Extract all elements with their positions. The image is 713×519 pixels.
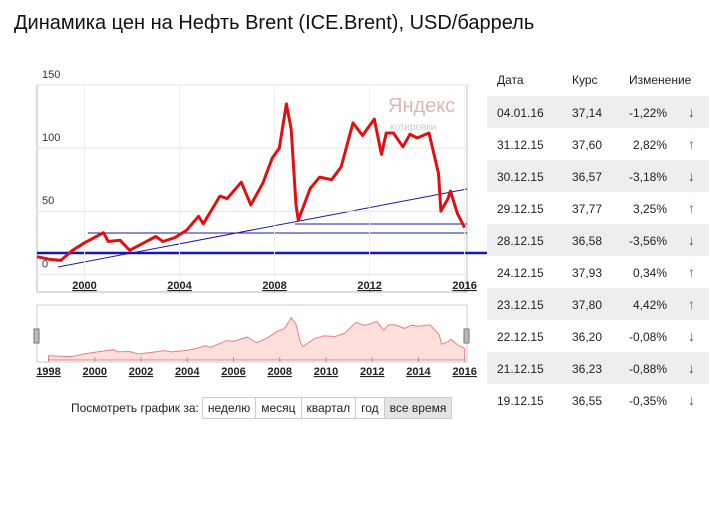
table-row: 24.12.15 37,93 0,34% ↑ <box>487 256 709 288</box>
period-controls: Посмотреть график за: неделю месяц квартал г… <box>71 397 453 419</box>
watermark-sub: котировки <box>390 122 436 133</box>
change-cell: -3,56% <box>628 234 667 248</box>
nav-tick-label: 2000 <box>83 366 107 378</box>
period-button[interactable]: год <box>355 397 385 419</box>
arrow-cell: ↑ <box>688 296 695 312</box>
table-row: 19.12.15 36,55 -0,35% ↓ <box>487 384 709 416</box>
rate-cell: 37,80 <box>572 298 603 312</box>
rate-cell: 37,77 <box>572 202 603 216</box>
date-cell: 22.12.15 <box>497 330 544 344</box>
column-header: Изменение <box>629 73 692 87</box>
change-cell: -1,22% <box>628 106 667 120</box>
arrow-cell: ↓ <box>688 232 695 248</box>
watermark: Яндекс <box>388 95 455 117</box>
x-tick-label: 2012 <box>357 280 381 292</box>
date-cell: 30.12.15 <box>497 170 544 184</box>
period-button[interactable]: квартал <box>300 397 357 419</box>
arrow-cell: ↑ <box>688 200 695 216</box>
nav-tick-label: 2004 <box>175 366 200 378</box>
arrow-cell: ↓ <box>688 360 695 376</box>
trend-lines <box>37 188 495 268</box>
change-cell: -0,08% <box>628 330 667 344</box>
period-button[interactable]: месяц <box>255 397 302 419</box>
table-row: 21.12.15 36,23 -0,88% ↓ <box>487 352 709 384</box>
table-row: 31.12.15 37,60 2,82% ↑ <box>487 128 709 160</box>
date-cell: 19.12.15 <box>497 394 544 408</box>
change-cell: -0,88% <box>628 362 667 376</box>
arrow-cell: ↓ <box>688 168 695 184</box>
date-cell: 31.12.15 <box>497 138 544 152</box>
arrow-cell: ↑ <box>688 264 695 280</box>
rate-cell: 36,55 <box>572 394 603 408</box>
x-tick-label: 2000 <box>72 280 96 292</box>
trend-line <box>57 188 468 268</box>
y-tick-label: 50 <box>42 195 54 207</box>
nav-tick-label: 2008 <box>267 366 291 378</box>
navigator-area <box>48 316 466 361</box>
nav-tick-label: 2014 <box>406 366 431 378</box>
y-tick-label: 0 <box>42 258 48 270</box>
quotes-table: Дата Курс Изменение 04.01.16 37,14 -1,22% ↓ 31.… <box>487 64 709 416</box>
period-button[interactable]: все время <box>383 397 453 419</box>
date-cell: 29.12.15 <box>497 202 544 216</box>
column-header: Дата <box>497 73 524 87</box>
change-cell: 0,34% <box>632 266 667 280</box>
navigator-handle[interactable] <box>33 328 40 344</box>
nav-tick-label: 1998 <box>36 366 60 378</box>
arrow-cell: ↓ <box>688 392 695 408</box>
x-tick-label: 2004 <box>167 280 192 292</box>
nav-tick-label: 2006 <box>221 366 245 378</box>
navigator-handle[interactable] <box>463 328 470 344</box>
rate-cell: 36,58 <box>572 234 603 248</box>
nav-tick-label: 2012 <box>360 366 384 378</box>
nav-tick-label: 2010 <box>314 366 338 378</box>
page-title: Динамика цен на Нефть Brent (ICE.Brent),… <box>14 12 535 34</box>
table-row: 23.12.15 37,80 4,42% ↑ <box>487 288 709 320</box>
rate-cell: 37,14 <box>572 106 603 120</box>
rate-cell: 36,20 <box>572 330 603 344</box>
column-header: Курс <box>572 73 598 87</box>
change-cell: -3,18% <box>628 170 667 184</box>
change-cell: 4,42% <box>632 298 667 312</box>
date-cell: 21.12.15 <box>497 362 544 376</box>
table-row: 28.12.15 36,58 -3,56% ↓ <box>487 224 709 256</box>
arrow-cell: ↑ <box>688 136 695 152</box>
price-line <box>36 102 466 262</box>
change-cell: 3,25% <box>632 202 667 216</box>
nav-tick-label: 2002 <box>129 366 153 378</box>
nav-tick-label: 2016 <box>452 366 476 378</box>
table-row: 30.12.15 36,57 -3,18% ↓ <box>487 160 709 192</box>
y-tick-label: 150 <box>42 69 60 81</box>
change-cell: 2,82% <box>632 138 667 152</box>
rate-cell: 36,57 <box>572 170 603 184</box>
table-row: 22.12.15 36,20 -0,08% ↓ <box>487 320 709 352</box>
y-tick-label: 100 <box>42 132 60 144</box>
rate-cell: 37,60 <box>572 138 603 152</box>
table-row: 29.12.15 37,77 3,25% ↑ <box>487 192 709 224</box>
arrow-cell: ↓ <box>688 104 695 120</box>
table-header: Дата Курс Изменение <box>487 64 709 96</box>
change-cell: -0,35% <box>628 394 667 408</box>
arrow-cell: ↓ <box>688 328 695 344</box>
date-cell: 28.12.15 <box>497 234 544 248</box>
period-button[interactable]: неделю <box>201 397 257 419</box>
date-cell: 24.12.15 <box>497 266 544 280</box>
rate-cell: 37,93 <box>572 266 603 280</box>
table-row: 04.01.16 37,14 -1,22% ↓ <box>487 96 709 128</box>
date-cell: 04.01.16 <box>497 106 544 120</box>
x-tick-label: 2016 <box>452 280 476 292</box>
controls-label: Посмотреть график за: <box>71 401 199 415</box>
date-cell: 23.12.15 <box>497 298 544 312</box>
x-tick-label: 2008 <box>262 280 286 292</box>
rate-cell: 36,23 <box>572 362 603 376</box>
